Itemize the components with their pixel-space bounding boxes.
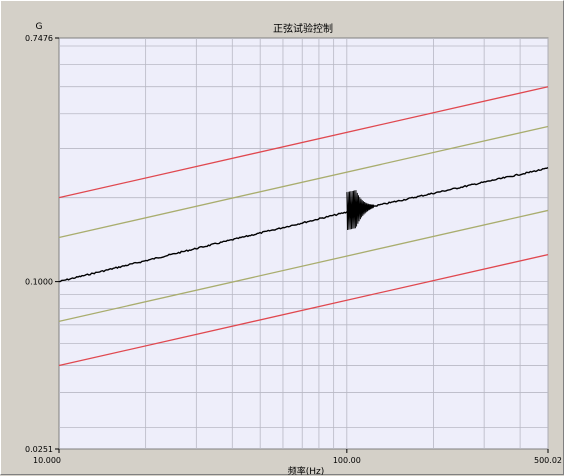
control-trace [58, 166, 549, 283]
upper-alarm-line [58, 125, 549, 239]
x-tick-label: 100.00 [333, 456, 361, 465]
x-tick-label: 500.02 [534, 456, 562, 465]
resonance-burst [346, 190, 375, 231]
y-tick-label: 0.0251 [25, 445, 53, 454]
x-axis-label: 频率(Hz) [288, 465, 325, 476]
lower-alarm-line [58, 209, 549, 323]
x-tick-label: 10.000 [33, 456, 61, 465]
plot-area [58, 37, 549, 450]
lower-abort-line [58, 253, 549, 367]
y-tick-label: 0.7476 [25, 34, 53, 43]
y-axis-label: G [36, 22, 43, 32]
upper-abort-line [58, 86, 549, 199]
y-tick-label: 0.1000 [25, 278, 53, 287]
chart-title: 正弦试验控制 [273, 22, 333, 35]
